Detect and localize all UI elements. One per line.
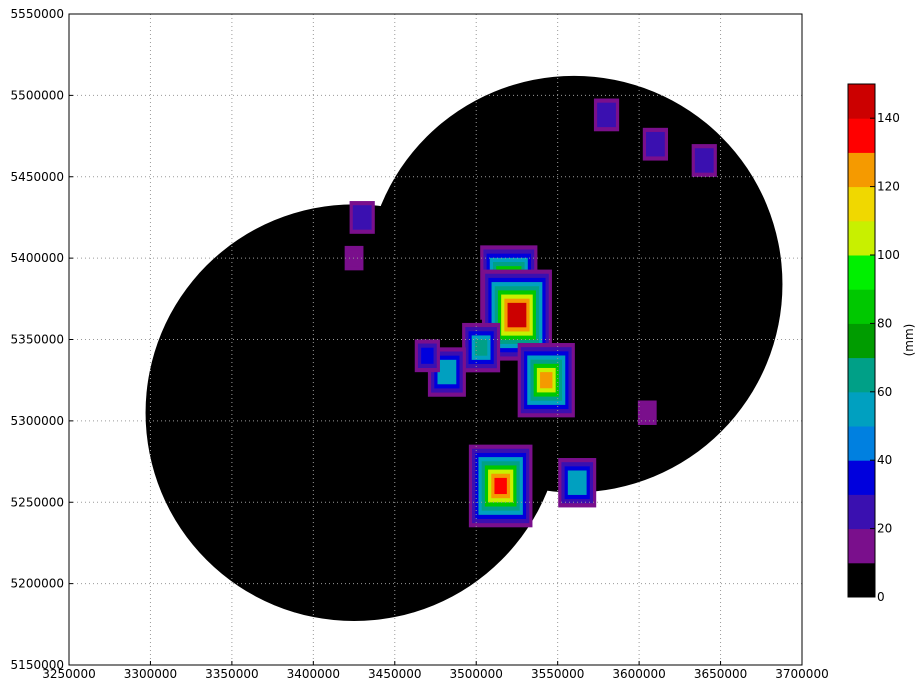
colorbar-tick-label: 120 — [877, 180, 900, 194]
colorbar-frame — [847, 83, 876, 598]
x-tick-label: 3450000 — [368, 667, 421, 681]
colorbar-tick-label: 20 — [877, 522, 892, 536]
colorbar-levels — [848, 84, 875, 598]
x-tick-label: 3600000 — [612, 667, 665, 681]
precip-cell-6-level-5 — [440, 363, 454, 381]
colorbar-level-60-70 — [848, 357, 875, 393]
colorbar-level-50-60 — [848, 391, 875, 427]
colorbar: 0 20 40 60 80 100 120 140 (mm) — [847, 83, 916, 604]
colorbar-level-70-80 — [848, 323, 875, 359]
colorbar-level-10-20 — [848, 528, 875, 564]
precip-cell-8-level-8 — [540, 372, 553, 389]
precip-cell-9-level-9 — [494, 477, 507, 495]
y-tick-label: 5450000 — [11, 170, 64, 184]
y-tick-label: 5550000 — [11, 7, 64, 21]
y-tick-label: 5400000 — [11, 251, 64, 265]
y-tick-label: 5350000 — [11, 333, 64, 347]
precip-cell-10-level-5 — [571, 474, 584, 491]
colorbar-level-30-40 — [848, 460, 875, 495]
radar-coverage-layer — [145, 75, 783, 622]
precipitation-cells-layer — [344, 98, 717, 528]
x-tick-label: 3700000 — [775, 667, 828, 681]
colorbar-level-130-140 — [848, 118, 875, 153]
colorbar-ticks: 0 20 40 60 80 100 120 140 — [870, 111, 900, 604]
precip-cell-13-level-3 — [698, 152, 711, 169]
colorbar-level-140-150 — [848, 84, 875, 119]
x-axis: 3250000 3300000 3350000 3400000 3450000 35000… — [42, 661, 829, 681]
colorbar-tick-label: 100 — [877, 248, 900, 262]
colorbar-level-110-120 — [848, 186, 875, 222]
colorbar-tick-label: 60 — [877, 385, 892, 399]
colorbar-tick-label: 40 — [877, 453, 892, 467]
colorbar-level-40-50 — [848, 426, 875, 461]
precip-cell-12-level-3 — [600, 106, 613, 123]
colorbar-level-100-110 — [848, 220, 875, 256]
precip-cell-2-level-2 — [347, 250, 361, 267]
colorbar-level-80-90 — [848, 289, 875, 324]
x-tick-label: 3650000 — [694, 667, 747, 681]
precip-cell-4-level-10 — [510, 307, 524, 324]
precip-cell-5-level-5 — [474, 339, 488, 356]
precip-cell-14-level-2 — [641, 404, 654, 421]
y-tick-label: 5300000 — [11, 414, 64, 428]
x-tick-label: 3500000 — [449, 667, 502, 681]
radar-coverage-disc-2 — [365, 75, 783, 493]
y-tick-label: 5150000 — [11, 658, 64, 672]
x-tick-label: 3350000 — [205, 667, 258, 681]
colorbar-level-20-30 — [848, 494, 875, 530]
colorbar-label: (mm) — [902, 324, 916, 357]
grid-layer — [69, 14, 802, 665]
colorbar-level-0-10 — [848, 562, 875, 598]
precip-cell-1-level-3 — [356, 209, 369, 226]
x-tick-label: 3400000 — [287, 667, 340, 681]
precip-cell-11-level-3 — [649, 136, 662, 153]
colorbar-level-90-100 — [848, 255, 875, 290]
colorbar-tick-label: 0 — [877, 590, 885, 604]
colorbar-tick-label: 140 — [877, 111, 900, 125]
colorbar-level-120-130 — [848, 152, 875, 188]
y-axis: 5150000 5200000 5250000 5300000 5350000 54000… — [11, 7, 73, 672]
y-tick-label: 5250000 — [11, 495, 64, 509]
y-tick-label: 5200000 — [11, 577, 64, 591]
precip-cell-7-level-3 — [421, 347, 434, 364]
x-tick-label: 3250000 — [42, 667, 95, 681]
y-tick-label: 5500000 — [11, 88, 64, 102]
x-tick-label: 3550000 — [531, 667, 584, 681]
x-tick-label: 3300000 — [124, 667, 177, 681]
colorbar-tick-label: 80 — [877, 316, 892, 330]
